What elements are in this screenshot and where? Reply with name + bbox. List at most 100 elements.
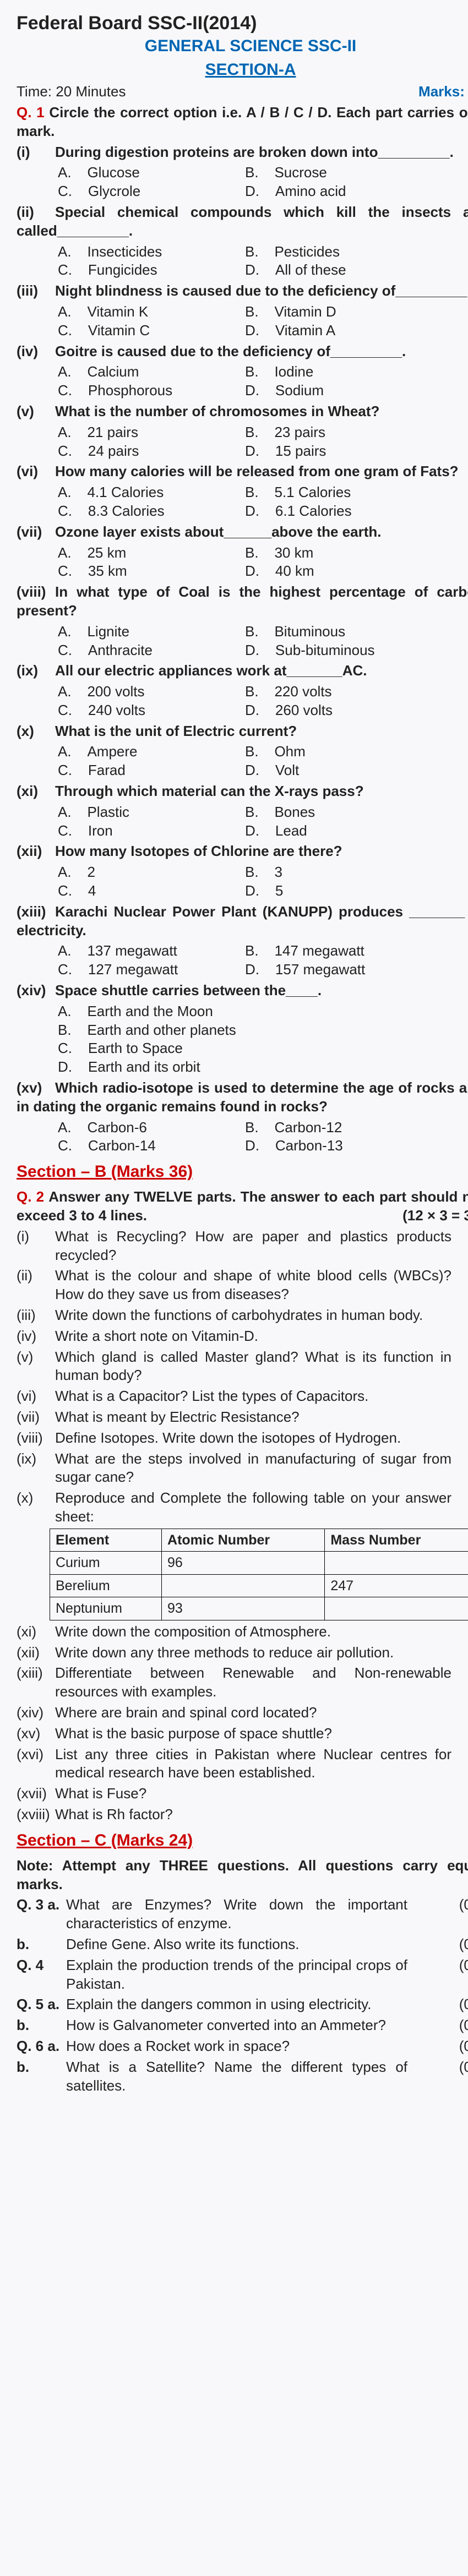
mcq-question: What is the number of chromosomes in Whe… [55,403,379,419]
board-title: Federal Board SSC-II(2014) [17,11,468,35]
table-row: Neptunium93 [50,1597,468,1620]
long-marks: (05) [459,1896,468,1914]
long-number: Q. 5 a. [17,1995,66,2014]
short-number: (xii) [17,1644,55,1662]
time-label: Time: 20 Minutes [17,83,126,101]
short-number: (vi) [17,1387,55,1406]
mcq-number: (ii) [17,203,55,222]
mcq-question: All our electric appliances work at_____… [55,662,367,679]
short-question: Which gland is called Master gland? What… [55,1348,451,1385]
long-number: Q. 6 a. [17,2037,66,2056]
short-number: (ix) [17,1450,55,1469]
section-c-heading: Section – C (Marks 24) [17,1830,468,1851]
long-question: Explain the production trends of the pri… [66,1956,407,1994]
long-number: b. [17,2016,66,2035]
short-question: What is the basic purpose of space shutt… [55,1724,451,1743]
short-number: (iii) [17,1306,55,1325]
short-question: Write down the composition of Atmosphere… [55,1623,451,1641]
short-number: (xviii) [17,1805,55,1824]
long-marks: (05) [459,1995,468,2014]
isotope-table: ElementAtomic NumberMass Number Curium96… [50,1529,468,1620]
short-question: What is Fuse? [55,1784,451,1803]
short-question: Differentiate between Renewable and Non-… [55,1664,451,1701]
long-marks: (04) [459,2037,468,2056]
table-header-mass: Mass Number [325,1529,468,1552]
short-number: (viii) [17,1429,55,1448]
mcq-question: How many Isotopes of Chlorine are there? [55,843,342,859]
mcq-question: Space shuttle carries between the____. [55,982,322,998]
mcq-number: (xi) [17,782,55,801]
mcq-number: (xii) [17,842,55,861]
short-number: (xi) [17,1623,55,1641]
short-number: (ii) [17,1267,55,1285]
long-question: What are Enzymes? Write down the importa… [66,1896,407,1933]
mcq-question: Karachi Nuclear Power Plant (KANUPP) pro… [17,903,468,938]
short-number: (x) [17,1489,55,1508]
table-header-element: Element [50,1529,162,1552]
mcq-question: In what type of Coal is the highest perc… [17,583,468,619]
short-question: Define Isotopes. Write down the isotopes… [55,1429,451,1448]
mcq-question: Special chemical compounds which kill th… [17,204,468,239]
short-question: List any three cities in Pakistan where … [55,1745,451,1783]
short-number: (vii) [17,1408,55,1427]
long-number: b. [17,2058,66,2077]
short-question: What are the steps involved in manufactu… [55,1450,451,1487]
mcq-number: (i) [17,143,55,162]
long-question: How is Galvanometer converted into an Am… [66,2016,407,2035]
q2-number: Q. 2 [17,1188,44,1205]
short-number: (iv) [17,1327,55,1346]
short-question: Write down any three methods to reduce a… [55,1644,451,1662]
short-number: (xiii) [17,1664,55,1683]
mcq-number: (x) [17,722,55,741]
mcq-number: (xiii) [17,903,55,921]
mcq-question: Through which material can the X-rays pa… [55,783,364,799]
short-question: What is meant by Electric Resistance? [55,1408,451,1427]
mcq-question: What is the unit of Electric current? [55,723,297,739]
short-number: (xv) [17,1724,55,1743]
short-question: What is Recycling? How are paper and pla… [55,1227,451,1265]
table-row: Curium96 [50,1552,468,1575]
mcq-number: (vii) [17,523,55,542]
short-number: (v) [17,1348,55,1367]
long-question: Explain the dangers common in using elec… [66,1995,407,2014]
short-question: Write down the functions of carbohydrate… [55,1306,451,1325]
short-number: (i) [17,1227,55,1246]
long-number: b. [17,1935,66,1954]
long-number: Q. 4 [17,1956,66,1975]
mcq-number: (xv) [17,1079,55,1098]
short-number: (xvi) [17,1745,55,1764]
short-question: Reproduce and Complete the following tab… [55,1489,451,1526]
q1-instruction: Circle the correct option i.e. A / B / C… [17,104,468,139]
table-header-atomic: Atomic Number [162,1529,325,1552]
long-marks: (03) [459,1935,468,1954]
short-question: Write a short note on Vitamin-D. [55,1327,451,1346]
mcq-number: (vi) [17,462,55,481]
short-question: What is a Capacitor? List the types of C… [55,1387,451,1406]
long-marks: (08) [459,1956,468,1975]
long-question: Define Gene. Also write its functions. [66,1935,407,1954]
mcq-question: How many calories will be released from … [55,463,459,479]
mcq-question: Which radio-isotope is used to determine… [17,1079,468,1115]
short-number: (xiv) [17,1704,55,1722]
mcq-question: During digestion proteins are broken dow… [55,144,454,160]
q2-marks: (12 × 3 = 36) [402,1207,468,1225]
q2-instruction: Answer any TWELVE parts. The answer to e… [17,1188,468,1224]
section-b-heading: Section – B (Marks 36) [17,1161,468,1182]
section-a-heading: SECTION-A [17,59,468,80]
marks-label: Marks: 15 [418,83,468,101]
q1-number: Q. 1 [17,104,45,121]
paper-subtitle: GENERAL SCIENCE SSC-II [17,35,468,57]
short-question: What is the colour and shape of white bl… [55,1267,451,1304]
mcq-number: (iv) [17,342,55,361]
long-question: What is a Satellite? Name the different … [66,2058,407,2095]
mcq-question: Night blindness is caused due to the def… [55,282,468,299]
mcq-question: Goitre is caused due to the deficiency o… [55,343,406,359]
short-question: Where are brain and spinal cord located? [55,1704,451,1722]
mcq-number: (iii) [17,282,55,301]
long-question: How does a Rocket work in space? [66,2037,407,2056]
mcq-number: (ix) [17,662,55,680]
long-marks: (03) [459,2016,468,2035]
mcq-number: (v) [17,402,55,421]
section-c-note: Note: Attempt any THREE questions. All q… [17,1857,468,1894]
short-number: (xvii) [17,1784,55,1803]
